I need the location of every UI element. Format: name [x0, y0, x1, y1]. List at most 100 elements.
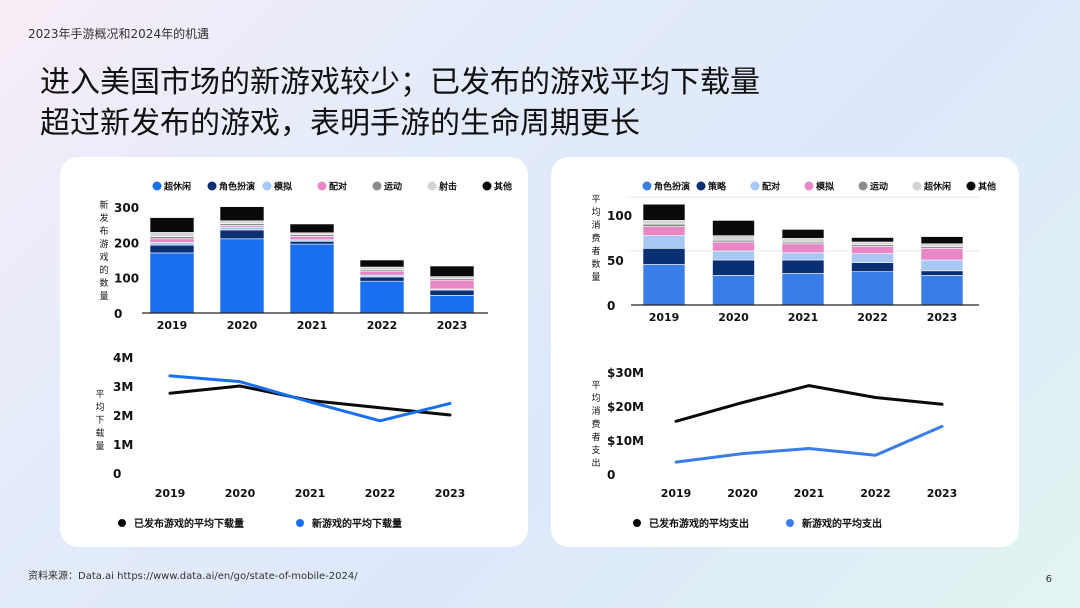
y-axis-label-right-line-char: 者 [591, 432, 600, 443]
legend-left-line-label: 已发布游戏的平均下载量 [134, 517, 244, 530]
bar-segment [359, 259, 405, 268]
bar-segment [429, 279, 475, 290]
title-line-1: 进入美国市场的新游戏较少；已发布的游戏平均下载量 [40, 65, 760, 100]
y-tick-label: 3M [113, 380, 133, 394]
bar-segment [149, 238, 195, 243]
bar-segment [781, 229, 825, 239]
title-line-2: 超过新发布的游戏，表明手游的生命周期更长 [40, 106, 640, 141]
x-tick-label: 2022 [857, 311, 888, 324]
legend-right-bar-label: 其他 [978, 181, 996, 193]
legend-left-line-swatch [118, 519, 126, 527]
legend-left-line-swatch [296, 519, 304, 527]
bar-segment [642, 203, 686, 221]
y-tick-label: $20M [607, 400, 644, 414]
legend-left-bar-swatch [427, 181, 437, 191]
bar-segment [920, 275, 964, 306]
bar-segment [289, 236, 335, 241]
y-axis-label-right-bar-char: 均 [591, 206, 600, 218]
bar-segment [781, 252, 825, 261]
bar-segment [359, 276, 405, 282]
x-tick-label: 2022 [365, 487, 396, 500]
bar-segment [642, 220, 686, 225]
bar-segment [642, 248, 686, 265]
x-tick-label: 2020 [718, 311, 749, 324]
y-axis-label-right-line-char: 均 [591, 392, 600, 404]
legend-right-bar-swatch [642, 181, 652, 191]
legend-right-line-label: 已发布游戏的平均支出 [649, 517, 749, 530]
x-tick-label: 2019 [157, 319, 188, 332]
left-chart-card: 超休闲 角色扮演 模拟 配对 运动 射击 其他新发布游戏的数量 0 100 200 300 2019 2… [60, 157, 528, 547]
x-tick-label: 2023 [927, 311, 958, 324]
bar-segment [219, 206, 265, 222]
bar-segment [149, 232, 195, 237]
y-axis-label-right-line-char: 出 [591, 457, 600, 469]
legend-right-bar-swatch [966, 181, 976, 191]
bar-segment [712, 235, 755, 241]
legend-left-bar-swatch [207, 181, 217, 191]
x-tick-label: 2021 [297, 319, 328, 332]
bar-segment [219, 238, 265, 314]
legend-right-bar-swatch [912, 181, 922, 191]
page-number: 6 [1045, 574, 1052, 585]
bar-segment [851, 271, 894, 306]
bar-segment [359, 280, 405, 314]
y-axis-label-right-line-char: 消 [591, 405, 600, 417]
y-axis-label-left-bar-char: 量 [99, 291, 108, 302]
bar-segment [851, 262, 894, 272]
legend-right-line-swatch [786, 519, 794, 527]
x-tick-label: 2021 [788, 311, 819, 324]
legend-right-bar-label: 角色扮演 [654, 181, 690, 193]
bar-segment [289, 240, 335, 245]
bar-segment [712, 220, 755, 237]
y-axis-label-right-bar-char: 消 [591, 219, 600, 231]
bar-segment [642, 264, 686, 306]
y-axis-label-left-line-char: 下 [95, 416, 104, 426]
legend-left-bar-label: 模拟 [274, 181, 292, 193]
legend-right-bar-label: 运动 [870, 182, 888, 193]
x-tick-label: 2019 [649, 311, 680, 324]
legend-right-bar-swatch [858, 181, 868, 191]
x-tick-label: 2021 [295, 487, 326, 500]
bar-segment [712, 275, 755, 306]
y-tick-label: 0 [114, 307, 122, 321]
y-axis-label-right-bar-char: 者 [591, 246, 600, 257]
x-tick-label: 2022 [367, 319, 398, 332]
y-tick-label: 100 [114, 272, 139, 286]
bar-segment [920, 259, 964, 272]
y-axis-label-right-bar-char: 费 [591, 232, 600, 244]
legend-left-bar-label: 射击 [438, 181, 457, 193]
y-tick-label: 100 [607, 209, 632, 223]
bar-segment [642, 235, 686, 249]
header-subtitle: 2023年手游概况和2024年的机遇 [28, 27, 210, 41]
y-tick-label: 4M [113, 351, 133, 365]
y-tick-label: 0 [607, 468, 615, 482]
legend-right-bar-label: 模拟 [816, 181, 834, 193]
bar-segment [429, 265, 475, 277]
bar-segment [781, 273, 825, 306]
y-tick-label: $10M [607, 434, 644, 448]
legend-left-bar-label: 配对 [329, 181, 347, 193]
bar-segment [920, 248, 964, 261]
bar-segment [920, 270, 964, 276]
bar-segment [712, 259, 755, 276]
y-axis-label-right-bar-char: 数 [591, 258, 600, 270]
bar-segment [149, 217, 195, 233]
bar-segment [289, 243, 335, 314]
bar-segment [149, 252, 195, 314]
y-axis-label-left-bar-char: 发 [99, 212, 108, 224]
legend-left-bar-label: 其他 [494, 181, 512, 193]
bar-segment [781, 259, 825, 274]
legend-right-bar-swatch [696, 181, 706, 191]
bar-segment [642, 226, 686, 236]
bar-segment [781, 243, 825, 254]
bar-segment [289, 223, 335, 234]
legend-right-bar-label: 超休闲 [923, 181, 951, 193]
y-axis-label-left-line-char: 平 [95, 389, 104, 400]
x-tick-label: 2020 [225, 487, 256, 500]
bar-segment [712, 250, 755, 261]
legend-right-line-label: 新游戏的平均支出 [802, 517, 882, 530]
y-axis-label-right-line-char: 费 [591, 418, 600, 430]
bar-segment [851, 246, 894, 254]
